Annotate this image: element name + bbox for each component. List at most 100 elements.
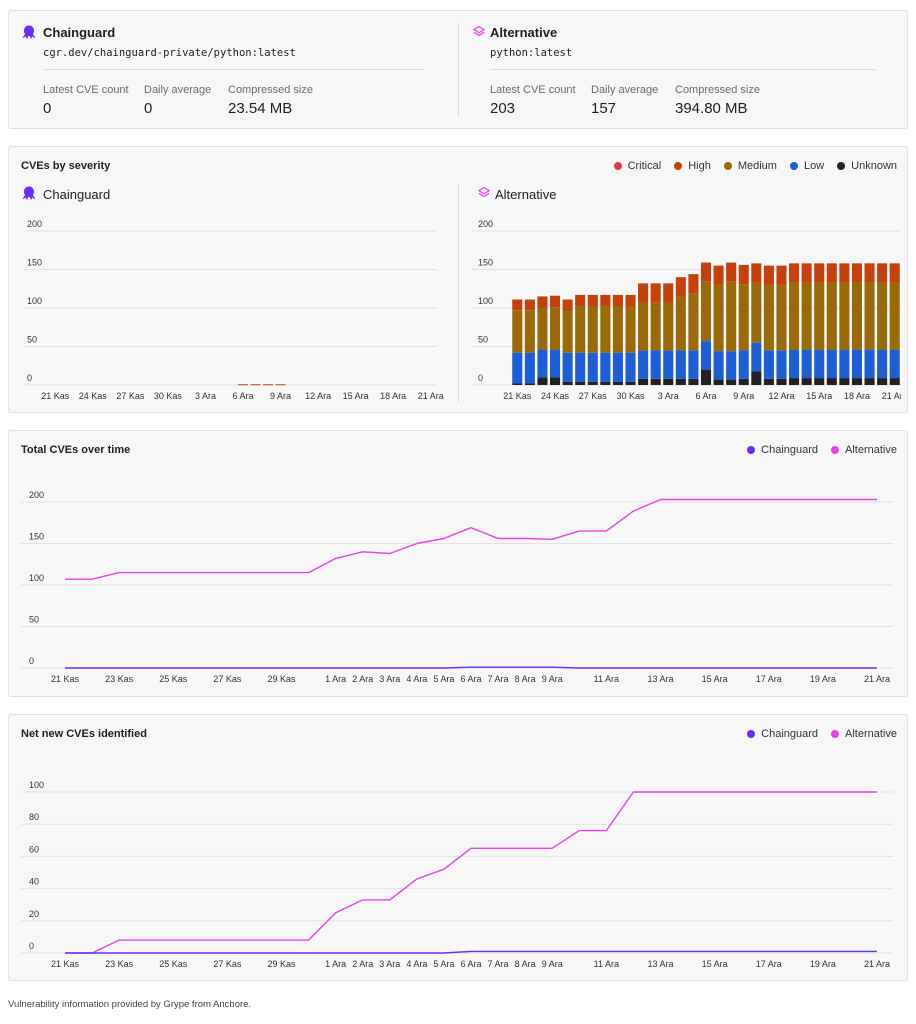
bar-segment-low bbox=[675, 350, 686, 379]
bar-segment-unknown bbox=[789, 378, 800, 385]
legend-label: High bbox=[688, 160, 711, 172]
bar-segment-low bbox=[839, 349, 850, 379]
x-tick-label: 3 Ara bbox=[379, 959, 400, 969]
legend-item-medium[interactable]: Medium bbox=[723, 160, 777, 172]
y-tick-label: 50 bbox=[29, 615, 39, 625]
bar-segment-medium bbox=[688, 293, 699, 351]
chainguard-name: Chainguard bbox=[43, 25, 116, 40]
legend-item-alternative[interactable]: Alternative bbox=[831, 444, 897, 456]
y-tick-label: 50 bbox=[27, 335, 37, 345]
legend-label: Chainguard bbox=[761, 728, 819, 740]
legend-label: Critical bbox=[627, 160, 662, 172]
bar-segment-high bbox=[839, 263, 850, 283]
stat-value: 23.54 MB bbox=[228, 100, 293, 117]
bar-segment-low bbox=[537, 349, 548, 378]
severity-chart-alternative: 0 50 100 150 200 21 Kas 24 Kas 27 Kas 30 Kas 3 Ar… bbox=[471, 219, 901, 401]
bar-segment-unknown bbox=[763, 378, 774, 385]
severity-left-name: Chainguard bbox=[43, 187, 111, 202]
bar-segment-unknown bbox=[801, 378, 812, 385]
bar-segment-low bbox=[713, 351, 724, 380]
layers-icon bbox=[472, 25, 486, 44]
bar-segment-high bbox=[275, 384, 286, 386]
bar-segment-medium bbox=[550, 307, 561, 350]
bar-segment-high bbox=[587, 294, 598, 307]
bar-segment-high bbox=[889, 263, 900, 283]
bar-segment-unknown bbox=[776, 378, 787, 385]
legend-item-chainguard[interactable]: Chainguard bbox=[747, 444, 818, 456]
stat-label: Daily average bbox=[591, 84, 659, 96]
bar-segment-low bbox=[638, 350, 649, 379]
bar-segment-low bbox=[826, 349, 837, 379]
severity-legend: Critical High Medium Low Unknown bbox=[613, 147, 897, 185]
net-legend: Chainguard Alternative bbox=[747, 715, 897, 753]
bar-segment-medium bbox=[638, 302, 649, 351]
x-tick-label: 27 Kas bbox=[213, 674, 242, 684]
x-tick-label: 21 Kas bbox=[41, 391, 70, 401]
bar-segment-high bbox=[600, 294, 611, 307]
net-new-cves-card: Net new CVEs identified Chainguard Alter… bbox=[8, 714, 908, 981]
bar-segment-low bbox=[512, 352, 523, 384]
bar-segment-medium bbox=[575, 306, 586, 353]
bar-segment-medium bbox=[562, 311, 573, 353]
bar-segment-high bbox=[851, 263, 862, 283]
divider bbox=[43, 69, 424, 70]
bar-segment-medium bbox=[864, 282, 875, 350]
bar-segment-medium bbox=[625, 306, 636, 353]
bar-segment-high bbox=[550, 295, 561, 308]
y-tick-label: 200 bbox=[478, 219, 493, 229]
x-tick-label: 27 Kas bbox=[116, 391, 145, 401]
octopus-icon bbox=[21, 185, 37, 206]
stat-value: 203 bbox=[490, 100, 516, 117]
bar-segment-unknown bbox=[575, 381, 586, 385]
total-legend: Chainguard Alternative bbox=[747, 431, 897, 469]
legend-swatch bbox=[613, 162, 622, 170]
panel-title: Net new CVEs identified bbox=[21, 728, 147, 740]
x-tick-label: 21 Kas bbox=[503, 391, 532, 401]
bar-segment-low bbox=[587, 352, 598, 382]
x-tick-label: 6 Ara bbox=[460, 674, 481, 684]
legend-item-low[interactable]: Low bbox=[789, 160, 824, 172]
x-tick-label: 13 Ara bbox=[647, 959, 673, 969]
bar-segment-high bbox=[726, 262, 737, 282]
x-tick-label: 17 Ara bbox=[756, 674, 782, 684]
legend-item-chainguard[interactable]: Chainguard bbox=[747, 728, 818, 740]
legend-item-unknown[interactable]: Unknown bbox=[837, 160, 897, 172]
x-tick-label: 12 Ara bbox=[305, 391, 331, 401]
legend-item-high[interactable]: High bbox=[674, 160, 711, 172]
x-tick-label: 21 Ara bbox=[864, 959, 890, 969]
x-tick-label: 19 Ara bbox=[810, 674, 836, 684]
total-cves-card: Total CVEs over time Chainguard Alternat… bbox=[8, 430, 908, 697]
image-comparison-card: Chainguard cgr.dev/chainguard-private/py… bbox=[8, 10, 908, 129]
x-tick-label: 21 Ara bbox=[864, 674, 890, 684]
x-tick-label: 21 Kas bbox=[51, 959, 80, 969]
bar-segment-low bbox=[801, 349, 812, 379]
x-tick-label: 2 Ara bbox=[352, 674, 373, 684]
y-tick-label: 20 bbox=[29, 909, 39, 919]
bar-segment-low bbox=[738, 350, 749, 379]
legend-item-critical[interactable]: Critical bbox=[613, 160, 662, 172]
x-tick-label: 4 Ara bbox=[406, 674, 427, 684]
y-tick-label: 0 bbox=[478, 373, 483, 383]
bar-segment-high bbox=[575, 294, 586, 307]
legend-swatch bbox=[831, 730, 840, 738]
bar-segment-medium bbox=[650, 302, 661, 351]
legend-item-alternative[interactable]: Alternative bbox=[831, 728, 897, 740]
bar-segment-high bbox=[763, 265, 774, 285]
x-tick-label: 6 Ara bbox=[232, 391, 253, 401]
bar-segment-unknown bbox=[877, 378, 888, 385]
bar-segment-unknown bbox=[826, 378, 837, 385]
legend-label: Alternative bbox=[845, 728, 897, 740]
octopus-icon bbox=[21, 24, 37, 45]
bar-segment-high bbox=[814, 263, 825, 283]
legend-swatch bbox=[674, 162, 683, 170]
bar-segment-unknown bbox=[650, 378, 661, 385]
x-tick-label: 4 Ara bbox=[406, 959, 427, 969]
footer-note: Vulnerability information provided by Gr… bbox=[8, 999, 252, 1010]
bar-segment-unknown bbox=[738, 378, 749, 385]
bar-segment-medium bbox=[738, 284, 749, 351]
series-line-alternative bbox=[65, 498, 877, 580]
stat-label: Daily average bbox=[144, 84, 212, 96]
bar-segment-low bbox=[763, 350, 774, 379]
bar-segment-low bbox=[726, 351, 737, 380]
x-tick-label: 15 Ara bbox=[702, 674, 728, 684]
